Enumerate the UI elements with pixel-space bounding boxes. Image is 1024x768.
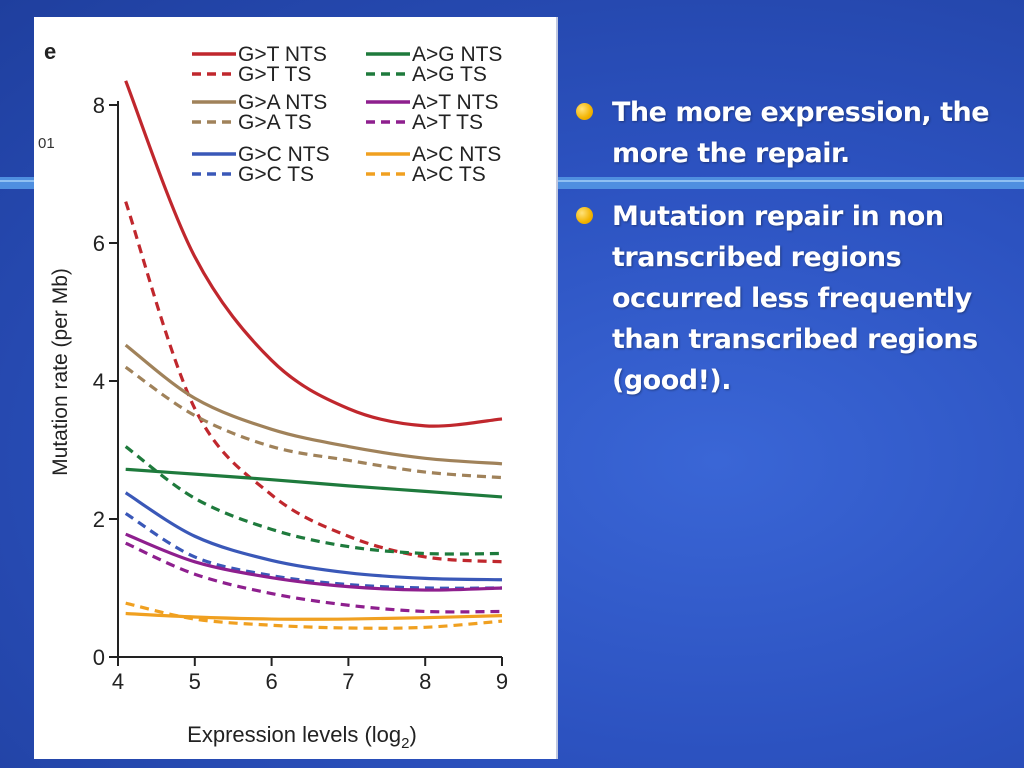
series-line-a-to-g-nts (125, 467, 503, 499)
series-line-a-to-t-nts (125, 532, 503, 592)
x-axis-label: Expression levels (log2) (187, 722, 417, 752)
series-lines (124, 80, 503, 630)
bullet-dot-icon (576, 207, 593, 224)
bullet-dot-icon (576, 103, 593, 120)
bullet-list: The more expression, the more the repair… (572, 92, 1012, 423)
y-axis-label: Mutation rate (per Mb) (49, 268, 72, 476)
bullet-text: Mutation repair in non transcribed regio… (612, 201, 978, 396)
legend-label: G>A TS (238, 111, 312, 134)
legend-label: A>C TS (412, 163, 486, 186)
x-tick-label: 6 (265, 669, 277, 694)
series-line-g-to-a-nts (124, 343, 503, 466)
series-line-g-to-t-nts (124, 80, 503, 428)
x-tick-label: 5 (189, 669, 201, 694)
y-tick-label: 2 (93, 507, 105, 532)
figure-panel: e 01 0 2 4 6 8 4 5 6 7 8 9 G>T NTS G>T TS G>A NTS G>A… (34, 17, 558, 759)
series-line-a-to-t-ts (125, 541, 503, 614)
y-tick-label: 8 (93, 93, 105, 118)
legend-label: A>T TS (412, 111, 483, 134)
series-line-g-to-t-ts (124, 201, 503, 564)
x-axis-label-suffix: ) (410, 722, 417, 747)
series-line-a-to-c-nts (125, 611, 503, 621)
series-line-g-to-a-ts (124, 365, 503, 480)
x-tick-label: 4 (112, 669, 124, 694)
x-tick-label: 8 (419, 669, 431, 694)
x-axis-label-main: Expression levels (log (187, 722, 401, 747)
axes: 0 2 4 6 8 4 5 6 7 8 9 (93, 93, 508, 694)
y-tick-label: 0 (93, 645, 105, 670)
legend-label: G>C NTS (238, 143, 330, 166)
legend-label: G>T NTS (238, 43, 327, 66)
legend-label: G>C TS (238, 163, 314, 186)
legend-label: A>G TS (412, 63, 487, 86)
legend-label: G>A NTS (238, 91, 327, 114)
x-tick-label: 7 (342, 669, 354, 694)
y-tick-label: 4 (93, 369, 105, 394)
y-tick-label: 6 (93, 231, 105, 256)
legend-label: A>C NTS (412, 143, 501, 166)
legend-label: A>T NTS (412, 91, 499, 114)
title-divider-stripe-right (556, 177, 1024, 189)
bullet-item: Mutation repair in non transcribed regio… (572, 196, 1012, 401)
x-tick-label: 9 (496, 669, 508, 694)
panel-label: e (44, 39, 56, 64)
title-divider-stripe-left (0, 177, 34, 189)
series-line-a-to-g-ts (124, 445, 503, 556)
series-line-g-to-c-nts (124, 491, 503, 582)
bullet-item: The more expression, the more the repair… (572, 92, 1012, 174)
series-line-g-to-c-ts (124, 512, 503, 590)
legend-label: G>T TS (238, 63, 311, 86)
bullet-text: The more expression, the more the repair… (612, 97, 990, 169)
x-axis-label-subscript: 2 (401, 735, 409, 752)
corner-text: 01 (38, 135, 55, 152)
series-line-a-to-c-ts (125, 601, 503, 630)
legend-label: A>G NTS (412, 43, 502, 66)
